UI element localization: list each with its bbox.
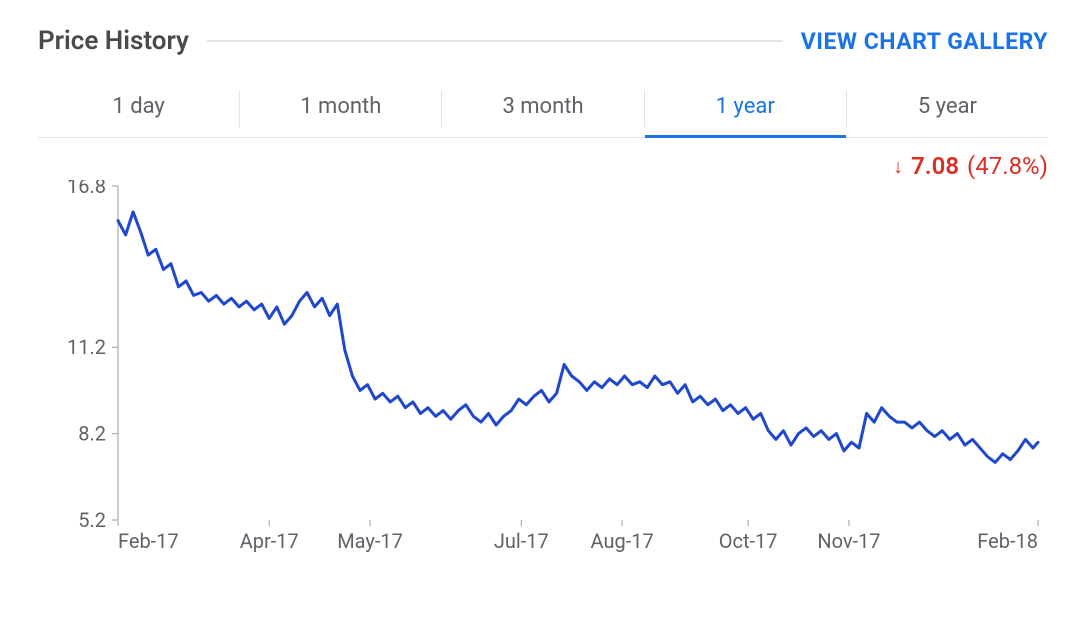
svg-text:Oct-17: Oct-17 bbox=[719, 529, 778, 553]
svg-text:5.2: 5.2 bbox=[78, 508, 106, 532]
change-value: 7.08 bbox=[911, 152, 959, 180]
svg-text:16.8: 16.8 bbox=[67, 180, 106, 198]
svg-text:8.2: 8.2 bbox=[78, 422, 106, 446]
price-change-summary: ↓ 7.08 (47.8%) bbox=[0, 138, 1086, 180]
y-tick: 16.8 bbox=[67, 180, 106, 198]
y-tick: 5.2 bbox=[78, 508, 106, 532]
svg-text:11.2: 11.2 bbox=[67, 335, 106, 359]
svg-text:May-17: May-17 bbox=[337, 529, 403, 553]
x-tick: Aug-17 bbox=[591, 529, 654, 553]
svg-text:Feb-18: Feb-18 bbox=[977, 529, 1038, 553]
view-chart-gallery-link[interactable]: VIEW CHART GALLERY bbox=[801, 28, 1048, 55]
tab-5-year[interactable]: 5 year bbox=[847, 80, 1048, 137]
tab-1-month[interactable]: 1 month bbox=[240, 80, 441, 137]
tab-3-month[interactable]: 3 month bbox=[442, 80, 643, 137]
y-tick: 11.2 bbox=[67, 335, 106, 359]
x-tick: Feb-17 bbox=[118, 529, 179, 553]
svg-text:Feb-17: Feb-17 bbox=[118, 529, 179, 553]
x-tick: Oct-17 bbox=[719, 529, 778, 553]
svg-text:Aug-17: Aug-17 bbox=[591, 529, 654, 553]
svg-text:Jul-17: Jul-17 bbox=[494, 529, 549, 553]
x-tick: Jul-17 bbox=[494, 529, 549, 553]
x-tick: Feb-18 bbox=[977, 529, 1038, 553]
x-tick: May-17 bbox=[337, 529, 403, 553]
header-divider bbox=[207, 40, 783, 42]
y-tick: 8.2 bbox=[78, 422, 106, 446]
arrow-down-icon: ↓ bbox=[893, 154, 903, 179]
tab-1-year[interactable]: 1 year bbox=[645, 80, 846, 137]
tab-1-day[interactable]: 1 day bbox=[38, 80, 239, 137]
x-tick: Apr-17 bbox=[240, 529, 299, 553]
price-history-chart: 16.8 11.2 8.2 5.2 Feb-17 Apr-17 May-17 Jul-17 Au… bbox=[38, 180, 1048, 560]
x-tick: Nov-17 bbox=[817, 529, 880, 553]
price-line bbox=[118, 212, 1038, 463]
svg-text:Nov-17: Nov-17 bbox=[817, 529, 880, 553]
svg-text:Apr-17: Apr-17 bbox=[240, 529, 299, 553]
range-tabs: 1 day1 month3 month1 year5 year bbox=[38, 80, 1048, 138]
change-percent: (47.8%) bbox=[967, 152, 1048, 180]
section-title: Price History bbox=[38, 26, 189, 56]
